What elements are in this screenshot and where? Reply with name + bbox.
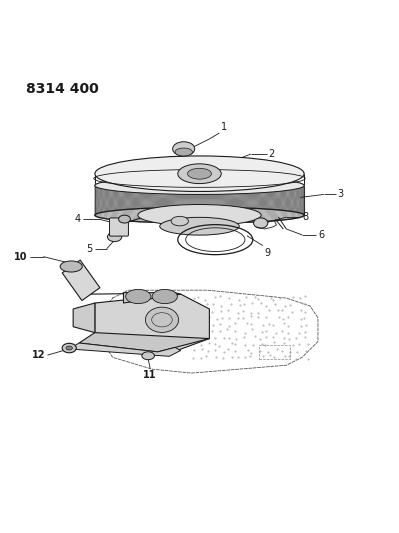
Ellipse shape — [62, 343, 76, 353]
Text: 4: 4 — [75, 214, 81, 224]
Text: 6: 6 — [318, 230, 324, 240]
Text: 8: 8 — [302, 212, 308, 222]
Text: 5: 5 — [87, 244, 93, 254]
FancyBboxPatch shape — [109, 218, 128, 236]
Ellipse shape — [60, 261, 82, 272]
Ellipse shape — [160, 217, 239, 235]
Text: 1: 1 — [221, 122, 227, 132]
Text: 7: 7 — [198, 227, 205, 237]
Ellipse shape — [95, 156, 304, 191]
Ellipse shape — [126, 289, 151, 304]
Ellipse shape — [188, 168, 211, 179]
Ellipse shape — [178, 164, 221, 183]
Ellipse shape — [254, 218, 268, 228]
Polygon shape — [79, 333, 209, 352]
Ellipse shape — [171, 216, 188, 226]
Ellipse shape — [175, 148, 192, 156]
Polygon shape — [124, 293, 181, 303]
Ellipse shape — [138, 205, 261, 226]
Text: 10: 10 — [14, 252, 28, 262]
Ellipse shape — [107, 232, 122, 241]
Polygon shape — [69, 343, 181, 357]
Ellipse shape — [173, 142, 195, 156]
Ellipse shape — [119, 215, 130, 223]
Ellipse shape — [66, 346, 72, 350]
Text: 12: 12 — [32, 350, 45, 360]
Polygon shape — [73, 303, 95, 333]
Ellipse shape — [145, 307, 179, 333]
Text: 2: 2 — [269, 149, 275, 159]
Text: 8314 400: 8314 400 — [26, 82, 99, 96]
Ellipse shape — [152, 289, 178, 304]
Polygon shape — [95, 294, 209, 353]
Ellipse shape — [142, 352, 154, 360]
Text: 11: 11 — [143, 370, 157, 380]
Text: 3: 3 — [338, 189, 344, 199]
Polygon shape — [62, 260, 100, 301]
Text: 9: 9 — [265, 247, 271, 257]
Ellipse shape — [95, 176, 304, 195]
